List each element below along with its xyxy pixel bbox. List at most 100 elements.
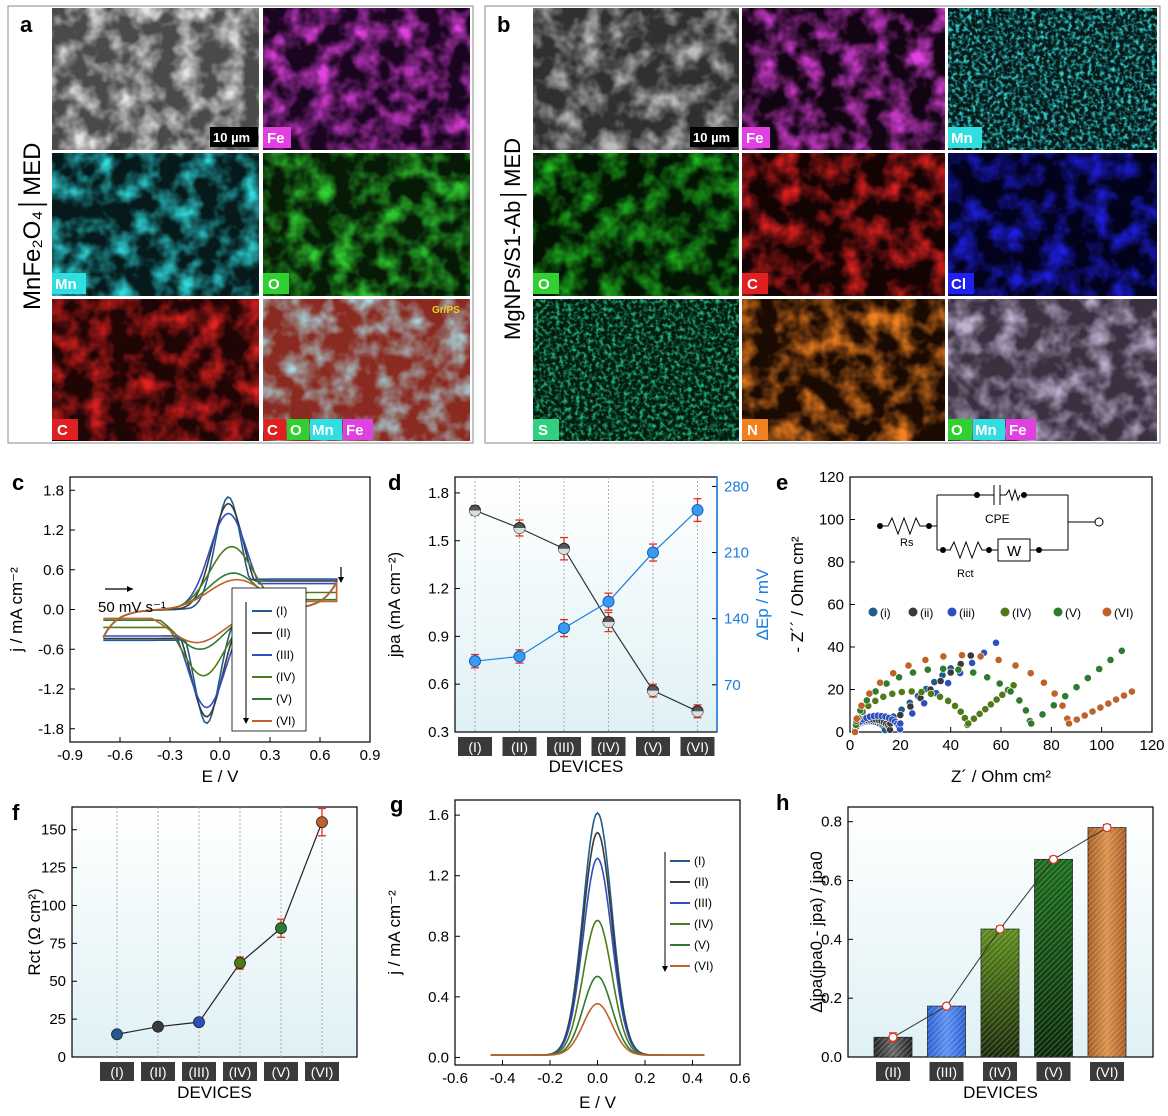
chart-panels: c -1.8 -1.2 -0.6 0.0 0.6 1.2 1.8 -0.9 -0.6 -0.3 0.0… (7, 469, 1165, 1112)
map-a-c: C (52, 299, 259, 441)
x-tick-label: 40 (942, 737, 959, 754)
circuit-node (986, 547, 992, 553)
category-tag (182, 1062, 216, 1081)
jpa-point-half (558, 548, 570, 555)
legend-label: (IV) (694, 917, 713, 931)
nyquist-point (1088, 707, 1097, 716)
resistor-rct (946, 540, 986, 560)
map-label: C (57, 422, 68, 439)
nyquist-point (917, 688, 926, 696)
legend-label: (III) (276, 648, 294, 662)
overlay-element-label: Mn (975, 422, 997, 439)
dpv-curve (490, 857, 705, 1056)
x-tick-label: 60 (993, 737, 1010, 754)
y-tick-label: -1.2 (38, 681, 64, 698)
category-tag (1036, 1062, 1071, 1081)
map-label: Fe (267, 130, 285, 147)
deltaEp-point (513, 650, 526, 663)
y-axis-label: Δjpa(jpa0 - jpa) / jpa0 (807, 851, 826, 1013)
map-a-sem: 10 µm (52, 8, 259, 150)
x-axis-label: DEVICES (963, 1083, 1038, 1102)
category-tag (1090, 1062, 1124, 1081)
y-tick-label: 0.9 (428, 628, 449, 645)
resistor-rs (883, 516, 926, 536)
x-axis-label: E / V (202, 767, 240, 786)
chart-d: d 0.3 0.6 0.9 1.2 1.5 1.8 70 140 210 280 (I) (II) (II… (385, 470, 772, 776)
x-tick-label: (II) (149, 1064, 166, 1080)
x-tick-label: 100 (1089, 737, 1114, 754)
category-tag (876, 1062, 910, 1081)
category-tag (983, 1062, 1017, 1081)
nyquist-point (969, 668, 978, 677)
y-tick-label: 1.8 (428, 485, 449, 502)
y-tick-label: 0 (58, 1049, 66, 1066)
nyquist-point (975, 710, 984, 718)
rct-point (316, 816, 328, 829)
y-tick-label: 150 (41, 822, 66, 839)
x-tick-label: -0.6 (107, 747, 133, 764)
y-tick-label: 0.6 (821, 873, 842, 890)
x-tick-label: (IV) (597, 739, 620, 755)
rct-point (152, 1020, 164, 1033)
nyquist-point (865, 689, 874, 698)
y-tick-label: 1.2 (428, 581, 449, 598)
nyquist-point (907, 687, 916, 696)
nyquist-point (1049, 701, 1058, 710)
nyquist-point (1040, 678, 1048, 687)
map-a-overlay: Gr/PS C O Mn Fe (263, 299, 470, 441)
nyquist-point (951, 702, 959, 710)
nyquist-point (897, 688, 906, 696)
map-b-mn: Mn (948, 8, 1157, 150)
map-a-mn: Mn (52, 153, 259, 296)
map-label: Fe (746, 130, 764, 147)
rct-point (111, 1028, 123, 1041)
plot-frame (71, 806, 358, 1058)
nyquist-point (1015, 696, 1024, 705)
cpe-element (1005, 488, 1021, 502)
category-tag (591, 737, 626, 756)
y-tick-label: 120 (819, 469, 844, 486)
x-tick-label: (I) (110, 1064, 123, 1080)
overlay-element-label: Mn (312, 422, 334, 439)
x-tick-label: 0.9 (360, 747, 381, 764)
category-tag (680, 737, 715, 756)
x-tick-label: -0.9 (57, 747, 83, 764)
legend-marker (868, 607, 878, 617)
legend-label: (II) (276, 626, 291, 640)
map-label: C (747, 276, 758, 293)
x-axis-label: DEVICES (177, 1083, 252, 1102)
nyquist-point (956, 707, 965, 716)
legend-marker (1102, 607, 1112, 617)
y-tick-label: 0 (836, 724, 844, 741)
map-b-cl: Cl (948, 153, 1157, 296)
panel-a: a MnFe₂O₄│MED 10 µm Fe Mn O (7, 5, 474, 444)
nyquist-point (1011, 661, 1020, 670)
x-tick-label: -0.4 (490, 1070, 516, 1087)
legend-label: (i) (880, 606, 891, 620)
nyquist-point (1083, 674, 1092, 682)
x-tick-label: 20 (892, 737, 909, 754)
y-tick-label: 0.8 (428, 928, 449, 945)
chart-e: e 0 20 40 60 80 100 120 0 20 40 60 80 100 120 Z´ / Ohm … (776, 469, 1165, 786)
nyquist-point (1026, 669, 1035, 678)
legend-label: (VI) (276, 714, 295, 728)
nyquist-point (1128, 687, 1136, 696)
nyquist-point (923, 665, 932, 674)
category-tag (502, 737, 537, 756)
x-tick-label: -0.3 (157, 747, 183, 764)
y-tick-label: 20 (827, 682, 844, 699)
x-tick-label: 0.6 (730, 1070, 751, 1087)
y-tick-label: 1.5 (428, 533, 449, 550)
jpa-point-half (603, 622, 614, 628)
nyquist-point (857, 701, 866, 710)
x-tick-label: (I) (468, 739, 481, 755)
bar-marker (1048, 854, 1059, 864)
legend-label: (V) (276, 692, 292, 706)
y-axis-label: j / mA cm⁻² (385, 890, 404, 976)
panel-a-side-label: MnFe₂O₄│MED (18, 143, 48, 310)
dpv-curve (490, 919, 705, 1056)
circuit-label-w: W (1007, 543, 1022, 560)
jpa-point-half (647, 690, 659, 697)
chart-h: h 0.0 0.2 0.4 0.6 0.8 (II) (III) (IV) (V) (VI) DEVI… (776, 790, 1154, 1102)
nyquist-point (852, 714, 861, 723)
